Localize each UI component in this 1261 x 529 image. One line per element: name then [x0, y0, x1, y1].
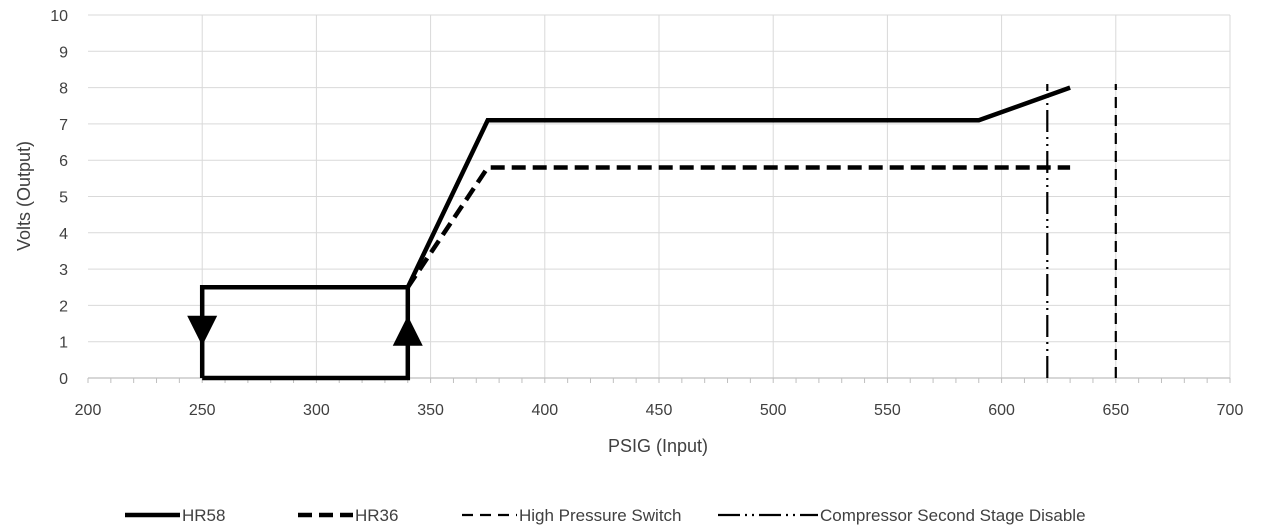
- x-tick-label: 650: [1102, 402, 1129, 419]
- series-line-hr58: [199, 285, 411, 381]
- tick-labels: 0 1 2 3 4 5 6 7 8 9 10 200 250 300 350 400 450 500 550 600 6…: [50, 8, 1243, 419]
- plot-area: [187, 84, 1117, 381]
- x-axis-title: PSIG (Input): [608, 436, 708, 456]
- y-tick-label: 7: [59, 117, 68, 134]
- y-tick-label: 0: [59, 371, 68, 388]
- y-tick-label: 10: [50, 8, 68, 25]
- arrow-down-marker: [187, 315, 218, 346]
- x-tick-label: 500: [760, 402, 787, 419]
- x-tick-label: 250: [189, 402, 216, 419]
- y-tick-label: 8: [59, 81, 68, 98]
- legend-label-high-pressure-switch: High Pressure Switch: [519, 506, 682, 525]
- x-tick-label: 700: [1217, 402, 1244, 419]
- series-line-hr36: [405, 165, 1071, 289]
- y-tick-label: 3: [59, 262, 68, 279]
- x-tick-label: 200: [75, 402, 102, 419]
- x-tick-label: 350: [417, 402, 444, 419]
- y-tick-label: 9: [59, 44, 68, 61]
- y-tick-label: 5: [59, 190, 68, 207]
- legend: HR58 HR36 High Pressure Switch Compressor S…: [125, 506, 1086, 525]
- legend-label-compressor-second-stage-disable: Compressor Second Stage Disable: [820, 506, 1086, 525]
- y-tick-label: 6: [59, 153, 68, 170]
- y-axis-title: Volts (Output): [14, 141, 34, 251]
- arrow-up-marker: [392, 315, 423, 346]
- x-tick-label: 600: [988, 402, 1015, 419]
- x-tick-label: 550: [874, 402, 901, 419]
- legend-label-hr36: HR36: [355, 506, 398, 525]
- y-tick-label: 4: [59, 226, 68, 243]
- x-tick-label: 450: [646, 402, 673, 419]
- x-tick-label: 300: [303, 402, 330, 419]
- y-tick-label: 2: [59, 298, 68, 315]
- x-tick-label: 400: [531, 402, 558, 419]
- grid: [88, 14, 1231, 378]
- series-line-hr58: [405, 85, 1071, 289]
- y-tick-label: 1: [59, 335, 68, 352]
- legend-label-hr58: HR58: [182, 506, 225, 525]
